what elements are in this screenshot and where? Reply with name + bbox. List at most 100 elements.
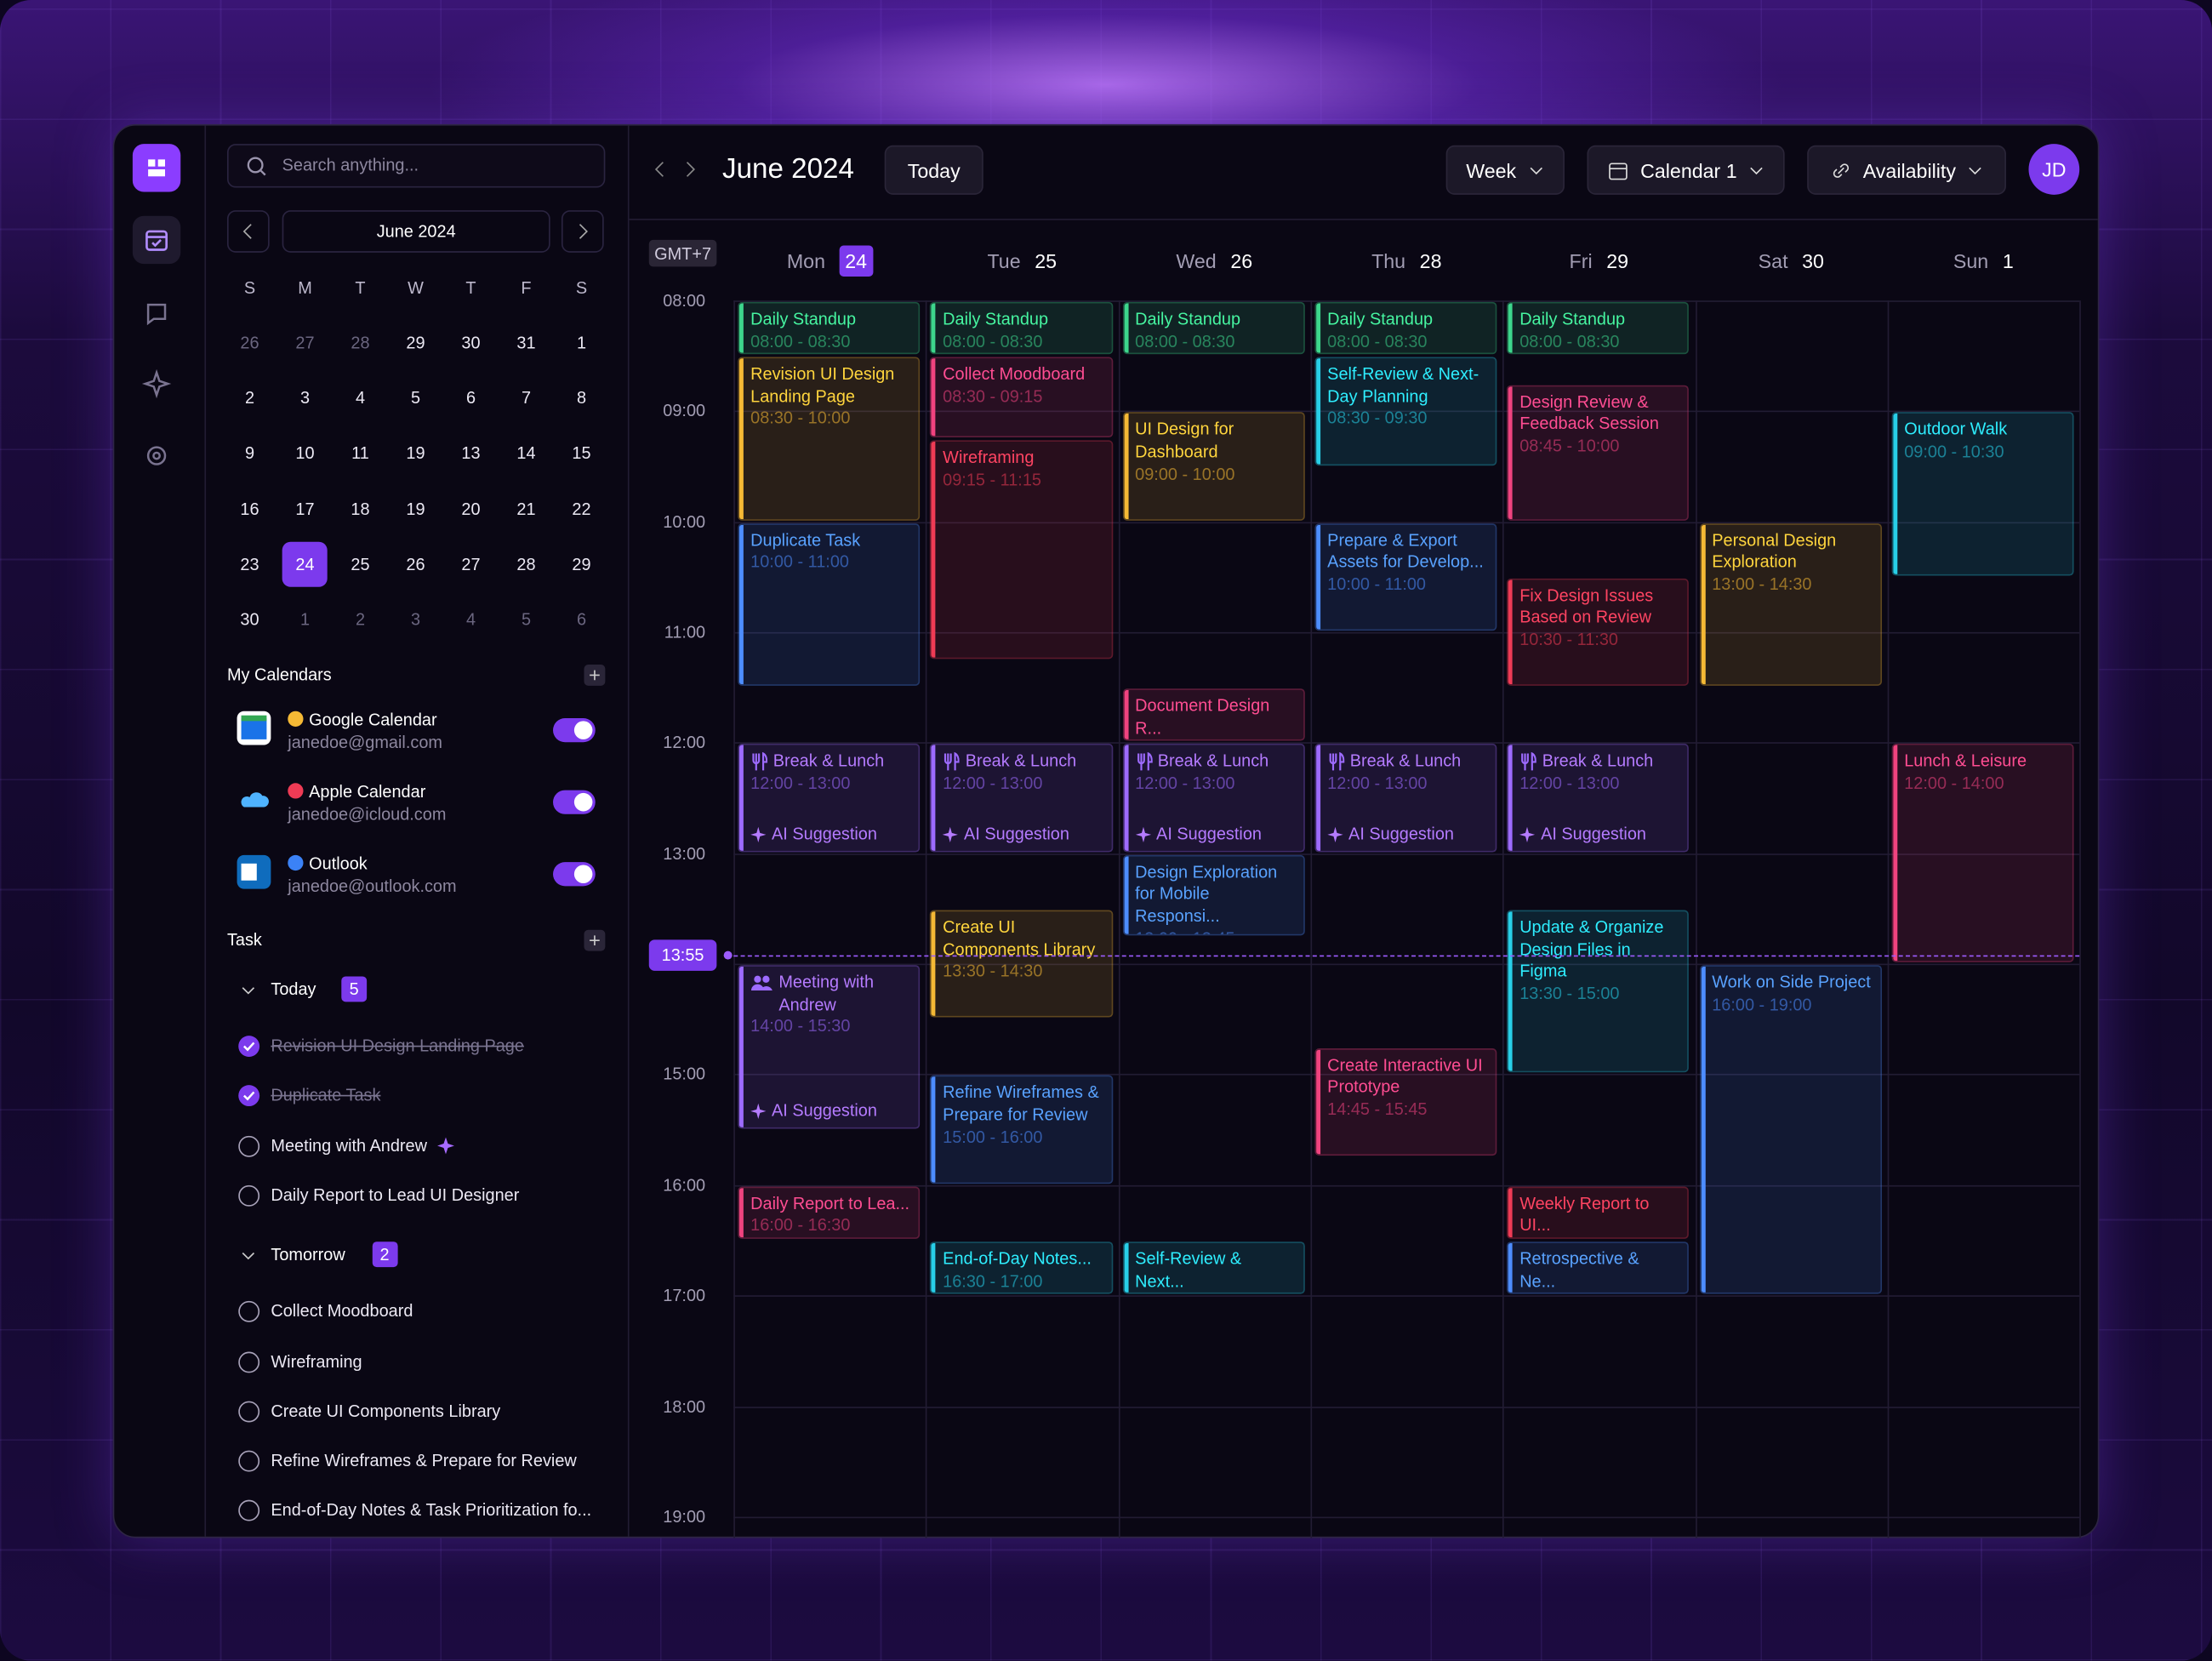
- event-card[interactable]: Break & Lunch 12:00 - 13:00 AI Suggestion: [1507, 744, 1690, 853]
- logo[interactable]: [132, 144, 181, 192]
- day-number[interactable]: 22: [572, 499, 591, 519]
- task-checkbox[interactable]: [238, 1401, 260, 1423]
- calendar-toggle[interactable]: [553, 790, 596, 814]
- search-box[interactable]: [226, 144, 606, 188]
- day-number[interactable]: 27: [295, 333, 315, 353]
- event-card[interactable]: Break & Lunch 12:00 - 13:00 AI Suggestion: [1314, 744, 1497, 853]
- day-number[interactable]: 28: [351, 333, 370, 353]
- avatar[interactable]: JD: [2028, 144, 2080, 195]
- calendar-toggle[interactable]: [553, 862, 596, 887]
- day-number[interactable]: 31: [516, 333, 536, 353]
- day-number[interactable]: 25: [351, 554, 370, 574]
- event-card[interactable]: Daily Standup 08:00 - 08:30: [1122, 301, 1305, 355]
- event-card[interactable]: Self-Review & Next-Day Planning 08:30 - 0…: [1314, 357, 1497, 465]
- day-number[interactable]: 1: [299, 609, 311, 630]
- event-card[interactable]: Daily Standup 08:00 - 08:30: [1314, 301, 1497, 355]
- day-number[interactable]: 14: [516, 443, 536, 464]
- event-card[interactable]: Break & Lunch 12:00 - 13:00 AI Suggestion: [738, 744, 921, 853]
- task-checkbox[interactable]: [238, 1450, 260, 1472]
- chat-nav-button[interactable]: [133, 289, 180, 337]
- day-number[interactable]: 10: [295, 443, 315, 464]
- task-checkbox[interactable]: [238, 1085, 260, 1107]
- day-number[interactable]: 19: [406, 499, 425, 519]
- calendar-select[interactable]: Calendar 1: [1587, 145, 1785, 195]
- event-card[interactable]: Document Design R...11:30 - 12:00: [1122, 688, 1305, 742]
- day-number[interactable]: 9: [244, 443, 255, 464]
- day-number[interactable]: 30: [240, 609, 259, 630]
- event-card[interactable]: Retrospective & Ne... 13:00 - 14:30: [1507, 1241, 1690, 1294]
- day-number[interactable]: 23: [240, 554, 259, 574]
- day-number[interactable]: 28: [516, 554, 536, 574]
- event-card[interactable]: Daily Standup 08:00 - 08:30: [930, 301, 1113, 355]
- day-number[interactable]: 19: [406, 443, 425, 464]
- day-number[interactable]: 15: [572, 443, 591, 464]
- event-card[interactable]: Wireframing 09:15 - 11:15: [930, 440, 1113, 659]
- next-week-button[interactable]: [679, 157, 702, 182]
- event-card[interactable]: Create UI Components Library 13:30 - 14:3…: [930, 910, 1113, 1019]
- task-checkbox[interactable]: [238, 1500, 260, 1522]
- calendar-nav-button[interactable]: [132, 215, 181, 265]
- ai-nav-button[interactable]: [133, 360, 180, 408]
- event-card[interactable]: Fix Design Issues Based on Review 10:30 -…: [1507, 578, 1690, 687]
- day-number[interactable]: 5: [410, 388, 421, 408]
- event-card[interactable]: Prepare & Export Assets for Develop... 10…: [1314, 522, 1497, 631]
- day-number[interactable]: 21: [516, 499, 536, 519]
- day-number[interactable]: 6: [576, 609, 587, 630]
- selected-day[interactable]: 24: [295, 554, 315, 574]
- event-card[interactable]: Daily Report to Lea... 16:00 - 16:30: [738, 1186, 921, 1239]
- day-number[interactable]: 27: [461, 554, 481, 574]
- day-number[interactable]: 3: [410, 609, 421, 630]
- mini-prev-button[interactable]: [226, 210, 270, 253]
- task-checkbox[interactable]: [238, 1135, 260, 1157]
- view-select[interactable]: Week: [1445, 145, 1565, 195]
- prev-week-button[interactable]: [649, 157, 672, 182]
- event-card[interactable]: Collect Moodboard 08:30 - 09:15: [930, 357, 1113, 437]
- task-checkbox[interactable]: [238, 1301, 260, 1323]
- day-number[interactable]: 16: [240, 499, 259, 519]
- add-task-button[interactable]: [584, 929, 606, 951]
- event-card[interactable]: Work on Side Project 16:00 - 19:00: [1699, 965, 1882, 1294]
- task-checkbox[interactable]: [238, 1184, 260, 1207]
- event-card[interactable]: Lunch & Leisure 12:00 - 14:00: [1891, 744, 2074, 963]
- day-number[interactable]: 26: [406, 554, 425, 574]
- event-card[interactable]: Refine Wireframes & Prepare for Review 15…: [930, 1076, 1113, 1184]
- day-number[interactable]: 5: [521, 609, 532, 630]
- event-card[interactable]: Update & Organize Design Files in Figma 1…: [1507, 910, 1690, 1073]
- day-number[interactable]: 6: [465, 388, 476, 408]
- day-number[interactable]: 29: [572, 554, 591, 574]
- day-number[interactable]: 1: [576, 333, 587, 353]
- event-card[interactable]: Daily Standup 08:00 - 08:30: [738, 301, 921, 355]
- calendar-toggle[interactable]: [553, 718, 596, 743]
- settings-nav-button[interactable]: [133, 431, 180, 479]
- event-card[interactable]: Revision UI Design Landing Page 08:30 - 1…: [738, 357, 921, 521]
- event-card[interactable]: Create Interactive UI Prototype 14:45 - 1…: [1314, 1047, 1497, 1156]
- event-card[interactable]: Design Exploration for Mobile Responsi..…: [1122, 854, 1305, 935]
- day-number[interactable]: 8: [576, 388, 587, 408]
- day-number[interactable]: 30: [461, 333, 481, 353]
- day-number[interactable]: 18: [351, 499, 370, 519]
- event-card[interactable]: Break & Lunch 12:00 - 13:00 AI Suggestion: [1122, 744, 1305, 853]
- day-number[interactable]: 7: [521, 388, 532, 408]
- event-card[interactable]: Design Review & Feedback Session 08:45 - …: [1507, 385, 1690, 521]
- day-number[interactable]: 13: [461, 443, 481, 464]
- event-card[interactable]: Weekly Report to UI...16:00 - 16:30: [1507, 1186, 1690, 1239]
- day-number[interactable]: 2: [244, 388, 255, 408]
- event-card[interactable]: UI Design for Dashboard 09:00 - 10:00: [1122, 412, 1305, 521]
- day-number[interactable]: 11: [351, 443, 369, 464]
- day-number[interactable]: 26: [240, 333, 259, 353]
- day-number[interactable]: 17: [295, 499, 315, 519]
- event-card[interactable]: Daily Standup 08:00 - 08:30: [1507, 301, 1690, 355]
- day-number[interactable]: 4: [355, 388, 366, 408]
- event-card[interactable]: Outdoor Walk 09:00 - 10:30: [1891, 412, 2074, 576]
- day-number[interactable]: 2: [355, 609, 366, 630]
- day-number[interactable]: 3: [299, 388, 311, 408]
- today-button[interactable]: Today: [884, 145, 983, 195]
- task-checkbox[interactable]: [238, 1350, 260, 1373]
- mini-next-button[interactable]: [561, 210, 604, 253]
- day-number[interactable]: 20: [461, 499, 481, 519]
- availability-select[interactable]: Availability: [1807, 145, 2006, 195]
- task-checkbox[interactable]: [238, 1036, 260, 1057]
- event-card[interactable]: End-of-Day Notes... 16:30 - 17:00: [930, 1241, 1113, 1294]
- event-card[interactable]: Duplicate Task 10:00 - 11:00: [738, 522, 921, 687]
- event-card[interactable]: Meeting with Andrew 14:00 - 15:30 AI Sugge…: [738, 965, 921, 1128]
